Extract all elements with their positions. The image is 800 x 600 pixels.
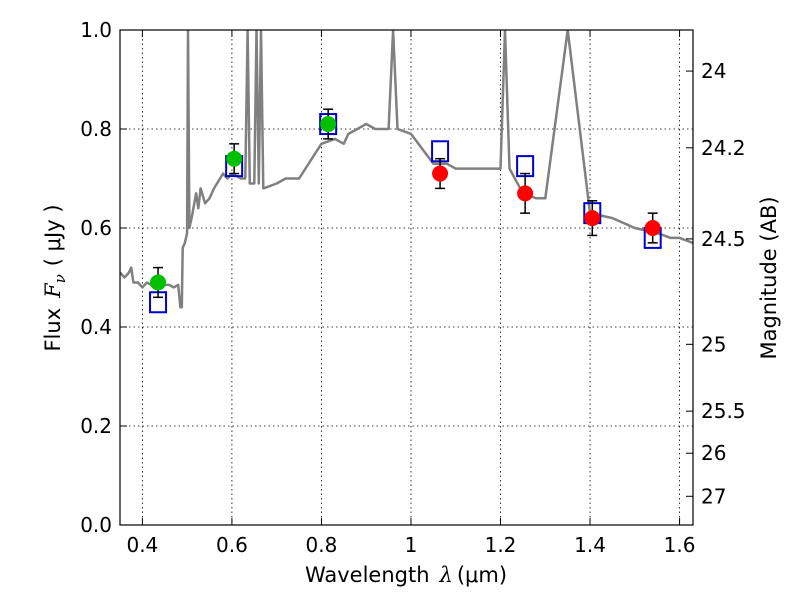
y2-tick-label: 24.2 xyxy=(701,136,746,160)
y-axis-label-subscript: ν xyxy=(51,274,69,283)
x-axis-label-symbol: λ xyxy=(439,563,453,587)
y2-axis-label: Magnitude (AB) xyxy=(757,196,781,359)
y2-tick-label: 26 xyxy=(701,441,726,465)
x-axis-label-text: Wavelength xyxy=(305,563,430,587)
x-tick-label: 1 xyxy=(405,533,418,557)
y-tick-label: 1.0 xyxy=(80,18,112,42)
y-axis-label: Flux Fν ( μJy ) xyxy=(41,204,69,351)
y-axis-label-text: Flux xyxy=(41,308,65,352)
observed-point xyxy=(584,210,601,227)
axis-ticks: 0.4 0.6 0.8 1 1.2 1.4 1.6 0.0 0.2 0.4 0.6 0.8 1.0 24 2… xyxy=(80,18,745,557)
y-tick-label: 0.2 xyxy=(80,414,112,438)
observed-points xyxy=(150,108,661,299)
x-tick-label: 1.4 xyxy=(574,533,606,557)
plot-frame xyxy=(119,29,694,526)
y-tick-label: 0.6 xyxy=(80,216,112,240)
observed-point xyxy=(226,150,243,167)
x-axis-label: Wavelength λ (μm) xyxy=(305,563,507,587)
y2-tick-label: 25.5 xyxy=(701,399,746,423)
spectrum-line xyxy=(120,30,693,309)
plot-background xyxy=(120,30,693,525)
x-tick-label: 1.2 xyxy=(485,533,517,557)
y-tick-label: 0.0 xyxy=(80,513,112,537)
spectrum-layer xyxy=(120,30,693,309)
y2-tick-label: 24.5 xyxy=(701,227,746,251)
y-tick-label: 0.4 xyxy=(80,315,112,339)
observed-point xyxy=(517,185,534,202)
y2-tick-label: 27 xyxy=(701,484,726,508)
x-tick-label: 1.6 xyxy=(664,533,696,557)
observed-point xyxy=(150,274,167,291)
x-tick-label: 0.6 xyxy=(216,533,248,557)
y2-tick-label: 25 xyxy=(701,332,726,356)
y-tick-label: 0.8 xyxy=(80,117,112,141)
observed-point xyxy=(644,220,661,236)
y-axis-label-symbol: F xyxy=(41,282,65,299)
x-tick-label: 0.8 xyxy=(306,533,338,557)
y2-tick-label: 24 xyxy=(701,59,726,83)
y-axis-label-unit: ( μJy ) xyxy=(41,204,65,266)
observed-point xyxy=(320,116,337,133)
x-tick-label: 0.4 xyxy=(126,533,158,557)
x-axis-label-unit: (μm) xyxy=(457,563,507,587)
observed-point xyxy=(432,165,449,182)
